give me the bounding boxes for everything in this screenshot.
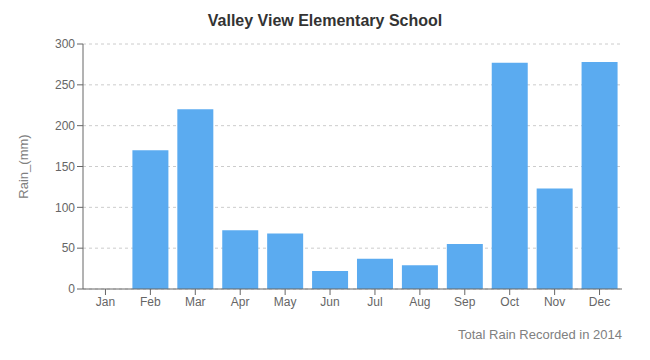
svg-text:100: 100 <box>55 201 75 215</box>
svg-text:150: 150 <box>55 160 75 174</box>
svg-text:Rain_(mm): Rain_(mm) <box>16 134 31 198</box>
svg-text:Aug: Aug <box>409 295 430 309</box>
svg-text:Apr: Apr <box>231 295 250 309</box>
svg-text:Dec: Dec <box>589 295 610 309</box>
svg-text:Total Rain Recorded in 2014: Total Rain Recorded in 2014 <box>458 327 622 342</box>
svg-text:Mar: Mar <box>185 295 206 309</box>
svg-text:May: May <box>274 295 297 309</box>
svg-text:50: 50 <box>62 241 76 255</box>
svg-text:200: 200 <box>55 119 75 133</box>
svg-text:Jan: Jan <box>96 295 115 309</box>
svg-text:Oct: Oct <box>500 295 519 309</box>
svg-text:Sep: Sep <box>454 295 476 309</box>
svg-text:250: 250 <box>55 78 75 92</box>
svg-text:Feb: Feb <box>140 295 161 309</box>
svg-text:Jun: Jun <box>320 295 339 309</box>
html-text:Valley View Elementary School: Valley View Elementary School <box>207 12 443 29</box>
svg-text:0: 0 <box>68 282 75 296</box>
svg-text:Jul: Jul <box>367 295 382 309</box>
svg-text:Nov: Nov <box>544 295 565 309</box>
svg-text:300: 300 <box>55 37 75 51</box>
